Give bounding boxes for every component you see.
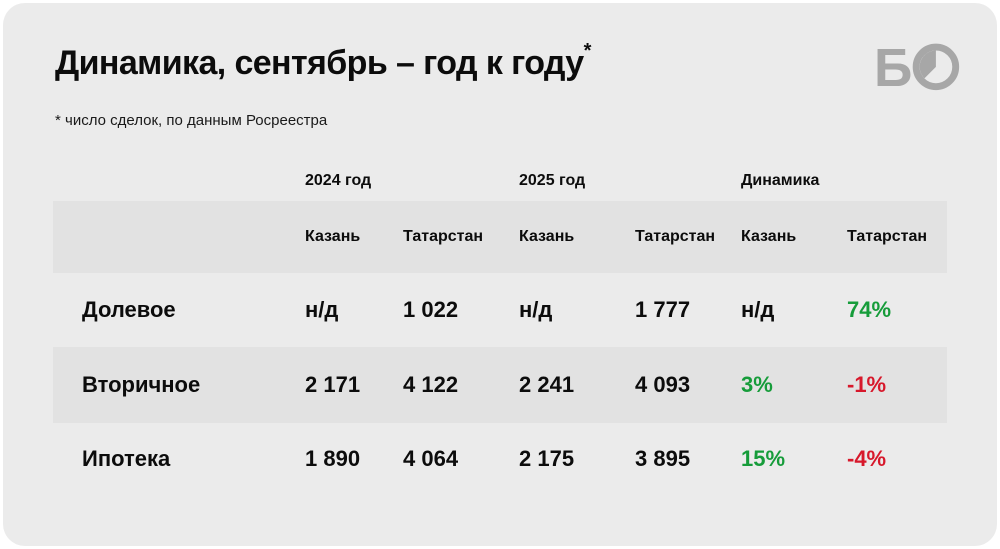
table-cell-negative: -1% [847,372,887,397]
table-cell: 4 122 [403,372,459,397]
card-background [3,3,997,546]
table-cell-positive: 3% [741,372,773,397]
page-title: Динамика, сентябрь – год к году* [55,40,591,83]
table-cell: 4 064 [403,445,459,471]
data-table: 2024 год 2025 год Динамика Казань Татарс… [53,160,947,494]
group-header-2024: 2024 год [305,171,372,189]
footnote-marker: * [583,40,592,62]
table-cell: н/д [305,297,339,322]
table-cell: 2 171 [305,372,361,397]
table-cell-positive: 74% [847,297,892,322]
column-group-header-row: 2024 год 2025 год Динамика [53,160,947,201]
table-cell-positive: 15% [741,445,786,471]
table-cell: 1 890 [305,445,361,471]
table-cell: 3 895 [635,445,691,471]
group-header-2025: 2025 год [519,171,586,189]
table-cell: 2 241 [519,372,575,397]
subheader-2025-tatarstan: Татарстан [635,228,716,245]
page-title-text: Динамика, сентябрь – год к году [55,44,584,82]
row-label: Ипотека [82,445,171,471]
table-cell: 1 777 [635,297,691,322]
subheader-dyn-kazan: Казань [741,228,797,245]
bo-clock-logo-icon: Б [874,39,960,94]
table-cell: 4 093 [635,372,691,397]
subheader-dyn-tatarstan: Татарстан [847,228,928,245]
table-cell: н/д [741,297,775,322]
table-row-vtorichnoe: Вторичное 2 171 4 122 2 241 4 093 3% -1% [53,347,947,423]
table-row-dolevoe: Долевое н/д 1 022 н/д 1 777 н/д 74% [53,273,947,347]
table-cell: н/д [519,297,553,322]
column-subheader-row: Казань Татарстан Казань Татарстан Казань… [53,201,947,273]
row-label: Долевое [82,297,176,322]
subheader-2024-tatarstan: Татарстан [403,228,484,245]
row-label: Вторичное [82,372,201,397]
table-row-ipoteka: Ипотека 1 890 4 064 2 175 3 895 15% -4% [53,423,947,494]
table-cell: 2 175 [519,445,575,471]
group-header-dynamics: Динамика [741,171,820,189]
footnote: * число сделок, по данным Росреестра [55,112,328,129]
table-cell: 1 022 [403,297,459,322]
subheader-2025-kazan: Казань [519,228,575,245]
svg-text:Б: Б [874,39,912,94]
subheader-2024-kazan: Казань [305,228,361,245]
table-cell-negative: -4% [847,445,887,471]
